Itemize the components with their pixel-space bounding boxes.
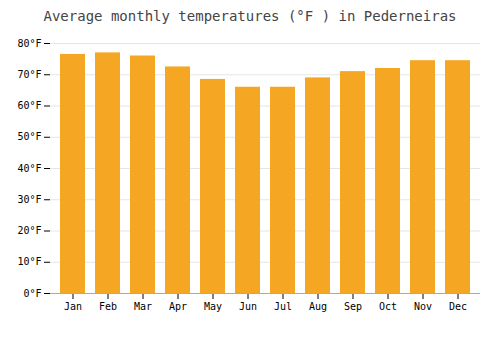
svg-text:Oct: Oct [379,301,397,312]
svg-text:70°F: 70°F [17,69,41,80]
svg-text:0°F: 0°F [23,288,41,299]
svg-text:10°F: 10°F [17,256,41,267]
svg-text:80°F: 80°F [17,38,41,49]
svg-text:Jul: Jul [274,301,292,312]
svg-text:20°F: 20°F [17,225,41,236]
svg-text:Mar: Mar [134,301,152,312]
svg-text:50°F: 50°F [17,131,41,142]
svg-text:40°F: 40°F [17,163,41,174]
svg-text:Jan: Jan [64,301,82,312]
svg-text:Dec: Dec [449,301,467,312]
svg-text:Sep: Sep [344,301,362,312]
svg-text:Nov: Nov [414,301,432,312]
html-text:Average monthly temperatures (: Average monthly temperatures (°F ) in Pe… [43,8,457,24]
svg-text:30°F: 30°F [17,194,41,205]
svg-text:Apr: Apr [169,301,187,312]
svg-text:May: May [204,301,222,312]
svg-text:Feb: Feb [99,301,117,312]
svg-text:60°F: 60°F [17,100,41,111]
svg-text:Aug: Aug [309,301,327,312]
svg-text:Jun: Jun [239,301,257,312]
